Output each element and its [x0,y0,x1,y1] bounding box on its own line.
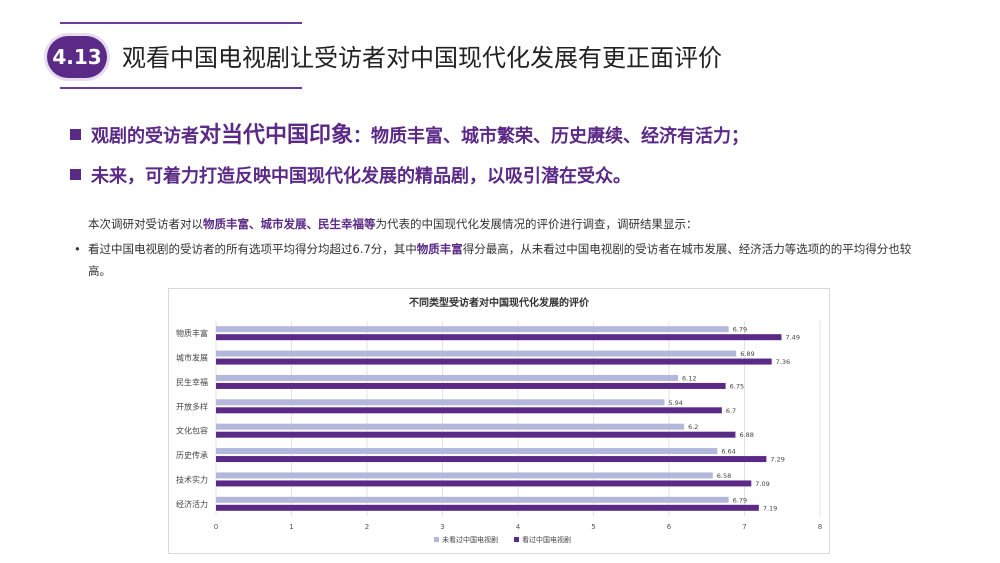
finding-highlight: 物质丰富 [416,242,463,256]
chart-container: 不同类型受访者对中国现代化发展的评价 0 1 2 3 4 5 6 7 8 物质丰富 6.79 7.49 城… [168,288,830,554]
bar [216,431,736,438]
bar [216,480,752,487]
category-label: 城市发展 [176,353,208,363]
data-label: 5.94 [668,399,682,407]
intro-pre: 本次调研对受访者对以 [88,217,203,231]
bar [216,382,726,389]
bar [216,504,759,511]
section-badge: 4.13 [47,36,107,78]
data-label: 6.79 [733,326,747,334]
x-tick-label: 0 [214,523,218,531]
data-label: 7.19 [763,504,777,512]
x-tick-label: 8 [818,523,822,531]
chart-title: 不同类型受访者对中国现代化发展的评价 [409,296,590,309]
intro-highlight: 物质丰富、城市发展、民生幸福等 [203,217,376,231]
bar [216,334,782,341]
category-label: 文化包容 [176,426,208,436]
headline-2-text: 未来，可着力打造反映中国现代化发展的精品剧，以吸引潜在受众。 [91,166,631,187]
headline-1-suffix: ：物质丰富、城市繁荣、历史赓续、经济有活力； [353,126,750,147]
data-label: 6.7 [726,407,736,415]
legend-swatch [514,537,519,542]
bar [216,399,665,406]
category-label: 经济活力 [176,499,208,509]
x-tick-label: 3 [440,523,444,531]
data-label: 6.64 [721,448,735,456]
bar [216,407,722,414]
page-title: 观看中国电视剧让受访者对中国现代化发展有更正面评价 [122,44,722,72]
bar [216,350,737,357]
x-tick-label: 1 [289,523,293,531]
category-label: 民生幸福 [176,377,208,387]
data-label: 6.88 [739,431,753,439]
x-tick-label: 4 [516,523,521,531]
x-tick-label: 6 [667,523,672,531]
finding-text: 看过中国电视剧的受访者的所有选项平均得分均超过6.7分，其中物质丰富得分最高，从… [74,238,934,282]
data-label: 7.36 [776,358,790,366]
headline-2: 未来，可着力打造反映中国现代化发展的精品剧，以吸引潜在受众。 [70,162,631,188]
finding-pre: 看过中国电视剧的受访者的所有选项平均得分均超过6.7分，其中 [88,242,417,256]
intro-paragraph: 本次调研对受访者对以物质丰富、城市发展、民生幸福等为代表的中国现代化发展情况的评… [88,216,698,232]
data-label: 6.75 [730,382,744,390]
data-label: 6.79 [733,496,747,504]
bar [216,496,729,503]
data-label: 6.58 [717,472,731,480]
bar [216,448,718,455]
intro-post: 为代表的中国现代化发展情况的评价进行调查，调研结果显示： [375,217,698,231]
category-label: 技术实力 [176,474,208,484]
bar [216,472,713,479]
finding-post: 得分最高，从未看过中国电视剧的受访者在城市发展、经济活力等选项的的平均得分也较高… [88,242,912,278]
bar [216,358,772,365]
bottom-rule [60,87,302,89]
legend-swatch [434,537,439,542]
data-label: 6.89 [740,350,754,358]
finding-bullet: • 看过中国电视剧的受访者的所有选项平均得分均超过6.7分，其中物质丰富得分最高… [74,238,934,282]
legend-label: 未看过中国电视剧 [442,535,498,544]
headline-1-emphasis: 对当代中国印象 [199,123,354,148]
top-rule [60,22,302,24]
data-label: 7.09 [755,480,769,488]
data-label: 6.12 [682,374,696,382]
x-tick-label: 2 [365,523,369,531]
data-label: 7.29 [770,456,784,464]
square-bullet-icon [70,129,81,140]
data-label: 6.2 [688,423,698,431]
headline-1: 观剧的受访者对当代中国印象：物质丰富、城市繁荣、历史赓续、经济有活力； [70,117,749,149]
category-label: 物质丰富 [176,328,208,338]
x-tick-label: 7 [742,523,746,531]
bullet-dot-icon: • [74,242,81,256]
category-label: 开放多样 [176,401,208,411]
bar [216,374,679,381]
x-tick-label: 5 [591,523,595,531]
data-label: 7.49 [785,334,799,342]
headline-1-prefix: 观剧的受访者 [91,126,199,147]
bar [216,326,729,333]
square-bullet-icon [70,169,81,180]
bar-chart: 不同类型受访者对中国现代化发展的评价 0 1 2 3 4 5 6 7 8 物质丰富 6.79 7.49 城… [176,296,822,544]
bar [216,456,767,463]
category-label: 历史传承 [176,450,208,460]
bar [216,423,685,430]
legend-label: 看过中国电视剧 [522,535,571,544]
